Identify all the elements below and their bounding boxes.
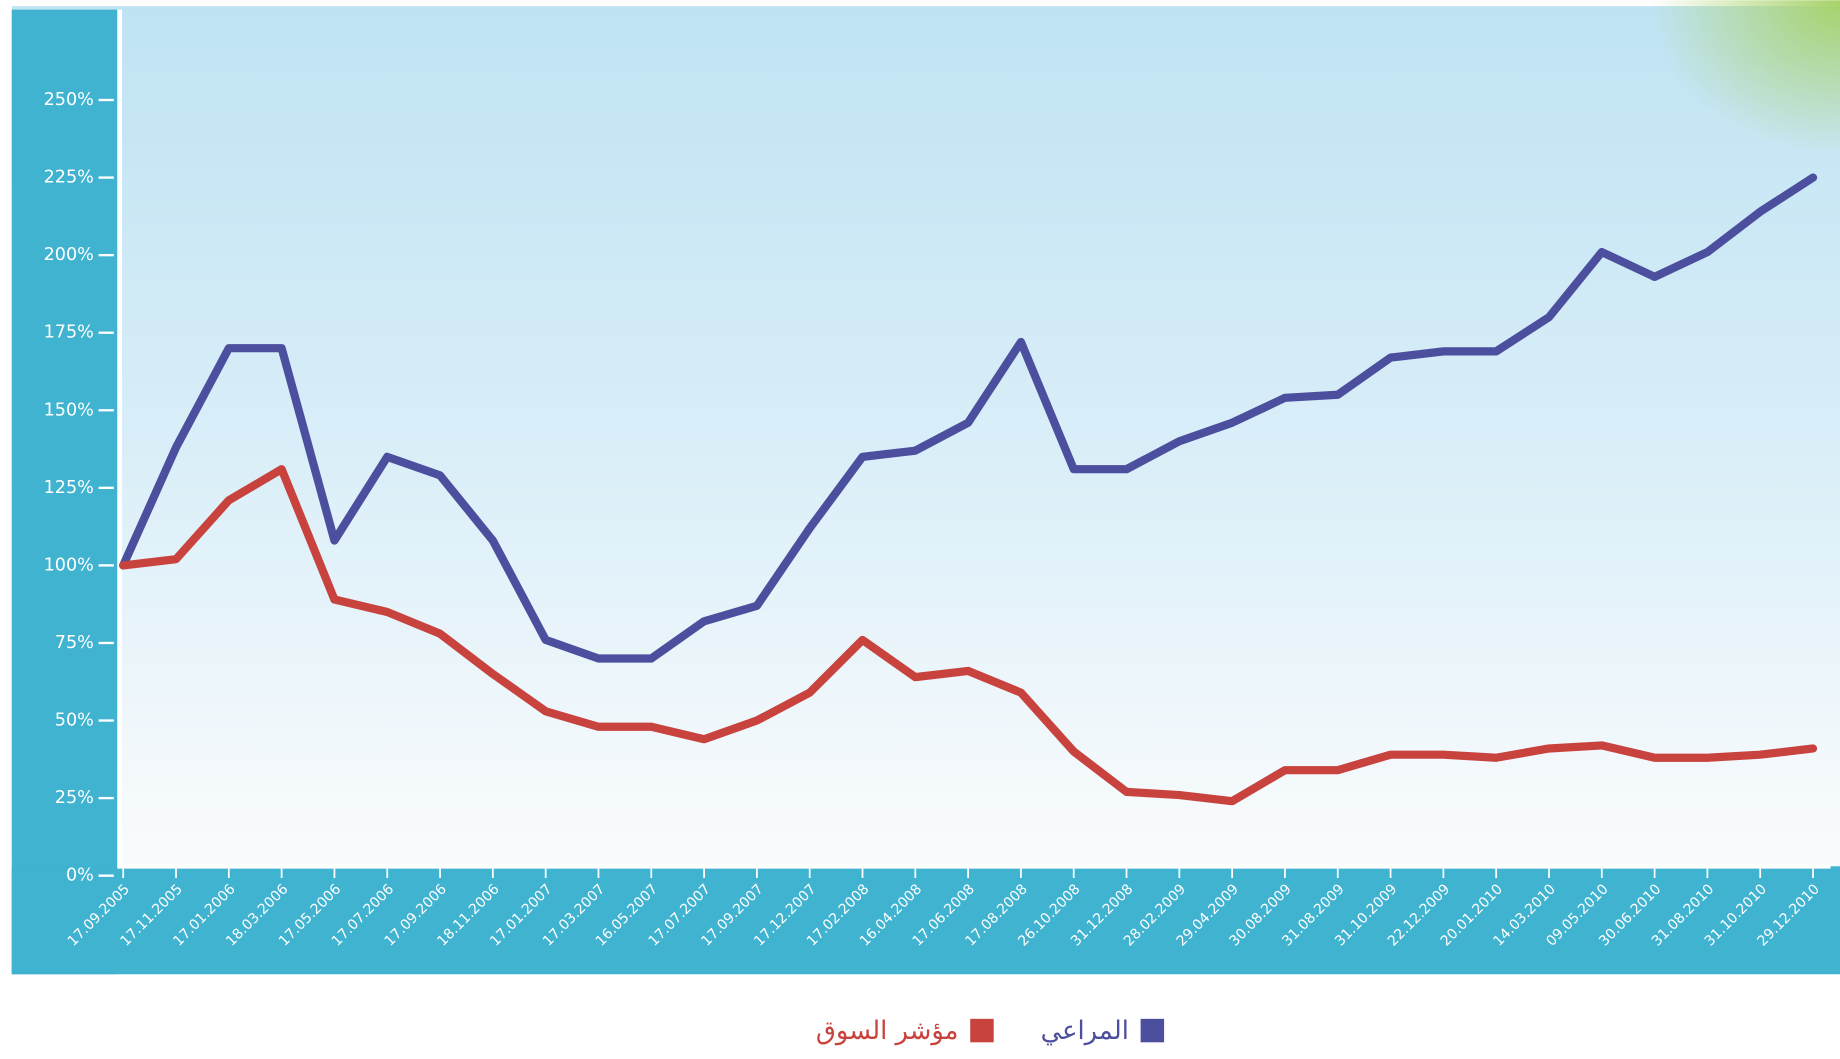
legend: المراعي مؤشر السوق [816, 1016, 1165, 1046]
legend-label: المراعي [1041, 1016, 1129, 1046]
y-axis-band [11, 9, 118, 975]
series-line [119, 465, 1818, 806]
legend-swatch [1140, 1018, 1165, 1043]
y-tick-label: 175% [44, 323, 94, 343]
legend-swatch [970, 1018, 994, 1043]
y-tick-label: 75% [55, 633, 94, 653]
y-tick-label: 0% [66, 866, 94, 886]
leaf-glow [1525, 0, 1840, 259]
y-tick-label: 125% [44, 478, 94, 498]
x-axis-band [11, 866, 1840, 975]
y-tick-label: 225% [44, 168, 94, 188]
legend-label: مؤشر السوق [816, 1016, 959, 1046]
series-line [119, 173, 1818, 663]
y-tick-label: 250% [44, 90, 94, 110]
y-axis-line [117, 9, 123, 867]
y-tick-label: 100% [44, 555, 94, 575]
y-tick-label: 25% [55, 788, 94, 808]
y-tick-label: 50% [55, 711, 94, 731]
y-tick-label: 150% [44, 400, 94, 420]
y-tick-label: 200% [44, 245, 94, 265]
x-axis-line [117, 863, 1831, 869]
